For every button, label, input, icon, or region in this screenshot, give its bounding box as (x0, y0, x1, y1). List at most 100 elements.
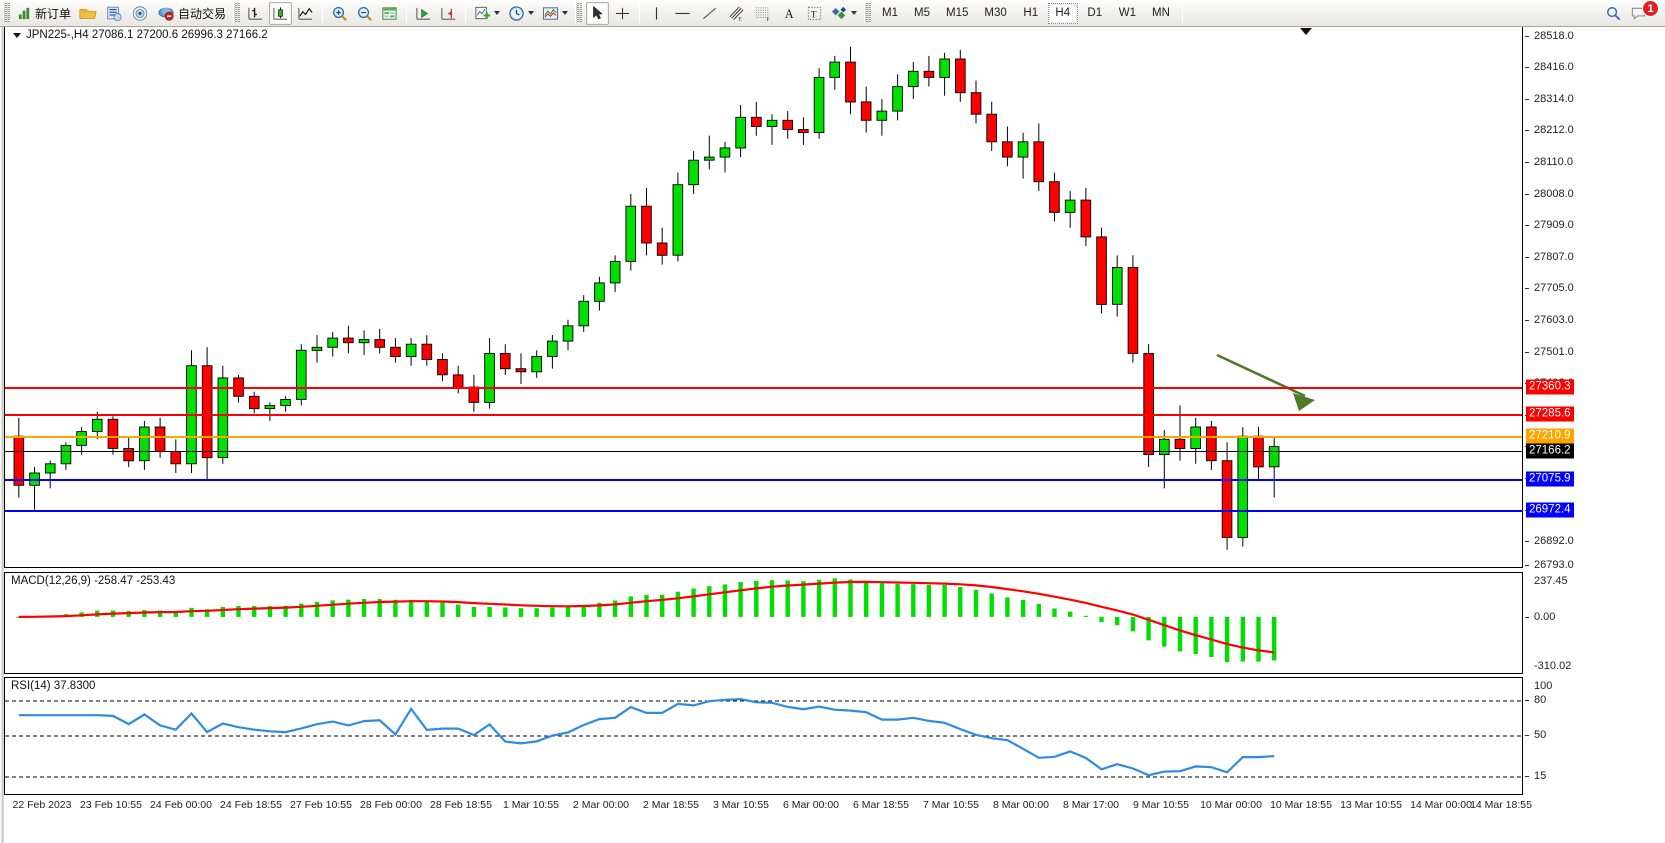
cursor-button[interactable] (586, 1, 610, 25)
price-tag-resistance-2[interactable]: 27285.6 (1526, 406, 1574, 422)
vertical-line-icon (655, 6, 658, 20)
horizontal-line-icon (675, 12, 690, 14)
price-line-27075[interactable] (5, 479, 1522, 481)
periods-dropdown-caret[interactable] (528, 11, 535, 15)
toolbar-grip-4[interactable] (864, 3, 872, 23)
price-panel[interactable]: JPN225-,H4 27086.1 27200.6 26996.3 27166… (4, 27, 1523, 568)
price-line-27166[interactable] (5, 451, 1522, 452)
timeframe-m30[interactable]: M30 (984, 7, 1007, 19)
data-window-button[interactable] (378, 2, 401, 25)
news-icon (132, 5, 148, 21)
vertical-line-button[interactable] (645, 2, 668, 25)
indicators-icon (475, 6, 491, 19)
time-label-16: 9 Mar 10:55 (1132, 799, 1190, 811)
news-button[interactable] (128, 2, 152, 25)
templates-dropdown-caret[interactable] (562, 11, 569, 15)
auto-scroll-button[interactable] (412, 2, 435, 25)
macd-tick-1: 0.00 (1534, 611, 1556, 623)
line-chart-button[interactable] (294, 2, 317, 25)
price-tag-support-1[interactable]: 27075.9 (1526, 471, 1574, 487)
svg-text:A: A (785, 7, 794, 21)
time-label-1: 23 Feb 10:55 (80, 799, 142, 811)
chart-scroll-marker[interactable] (1300, 28, 1312, 35)
zoom-out-icon (358, 6, 372, 21)
rsi-panel[interactable]: RSI(14) 37.8300 (4, 677, 1523, 795)
rsi-tick-1: 80 (1534, 694, 1547, 706)
macd-scale: 237.45 0.00 -310.02 (1524, 572, 1665, 674)
fibonacci-button[interactable]: F (751, 2, 776, 25)
crosshair-button[interactable] (611, 2, 634, 25)
new-order-button[interactable]: 新订单 (14, 2, 74, 25)
time-axis[interactable]: 22 Feb 2023 23 Feb 10:55 24 Feb 00:00 24… (4, 799, 1532, 819)
text-button[interactable]: A (778, 2, 801, 25)
macd-plot (16, 578, 1277, 663)
chevron-down-icon[interactable] (13, 32, 21, 38)
search-button[interactable] (1602, 2, 1625, 25)
price-tag-support-2[interactable]: 26972.4 (1526, 502, 1574, 518)
toolbar-grip-3[interactable] (575, 3, 583, 23)
price-tick-1: 28416.0 (1534, 61, 1574, 73)
chart-workspace[interactable]: JPN225-,H4 27086.1 27200.6 26996.3 27166… (0, 27, 1665, 843)
timeframe-d1[interactable]: D1 (1087, 7, 1103, 19)
price-line-26972[interactable] (5, 510, 1522, 512)
candlestick-chart-icon (273, 6, 288, 20)
timeframe-h4[interactable]: H4 (1047, 2, 1078, 24)
svg-text:F: F (766, 17, 769, 22)
text-icon: A (785, 7, 794, 21)
horizontal-line-button[interactable] (670, 2, 695, 25)
time-label-15: 8 Mar 17:00 (1062, 799, 1120, 811)
time-label-5: 28 Feb 00:00 (360, 799, 422, 811)
shapes-button[interactable] (828, 2, 860, 25)
zoom-out-button[interactable] (353, 2, 376, 25)
folder-button[interactable] (76, 2, 100, 25)
macd-panel[interactable]: MACD(12,26,9) -258.47 -253.43 (4, 572, 1523, 674)
zoom-in-button[interactable] (328, 2, 351, 25)
time-label-19: 13 Mar 10:55 (1340, 799, 1402, 811)
timeframe-m5[interactable]: M5 (914, 7, 931, 19)
time-label-11: 6 Mar 00:00 (782, 799, 840, 811)
price-scale[interactable]: 28518.0 28416.0 28314.0 28212.0 28110.0 … (1524, 27, 1665, 571)
macd-header: MACD(12,26,9) -258.47 -253.43 (11, 575, 176, 587)
price-tag-last-price[interactable]: 27166.2 (1526, 443, 1574, 459)
price-candles (13, 46, 1315, 550)
timeframe-w1[interactable]: W1 (1118, 7, 1137, 19)
timeframe-mn[interactable]: MN (1152, 7, 1170, 19)
timeframe-m15[interactable]: M15 (946, 7, 969, 19)
text-label-button[interactable]: T (803, 2, 826, 25)
indicators-dropdown-caret[interactable] (494, 11, 501, 15)
rsi-tick-3: 15 (1534, 770, 1547, 782)
periods-icon (509, 5, 524, 21)
svg-text:T: T (811, 10, 817, 20)
price-tag-pivot[interactable]: 27210.9 (1526, 428, 1574, 444)
main-toolbar: 新订单 自动交易 (0, 0, 1665, 27)
timeframe-m1[interactable]: M1 (882, 7, 899, 19)
periods-button[interactable] (505, 2, 537, 25)
price-tick-2: 28314.0 (1534, 93, 1574, 105)
toolbar-separator-2 (406, 3, 408, 23)
time-label-2: 24 Feb 00:00 (150, 799, 212, 811)
templates-button[interactable] (539, 2, 571, 25)
notification-badge[interactable]: 1 (1642, 0, 1659, 17)
accounts-button[interactable] (102, 2, 126, 25)
equidistant-channel-button[interactable]: E (724, 2, 749, 25)
bar-chart-button[interactable] (244, 2, 267, 25)
trendline-button[interactable] (697, 2, 722, 25)
price-line-27285[interactable] (5, 414, 1522, 416)
auto-trading-icon (158, 7, 174, 21)
indicators-button[interactable] (471, 2, 503, 25)
chart-left-rail (0, 27, 4, 843)
auto-trading-button[interactable]: 自动交易 (154, 2, 229, 25)
time-label-10: 3 Mar 10:55 (712, 799, 770, 811)
price-line-27360[interactable] (5, 387, 1522, 389)
shapes-dropdown-caret[interactable] (851, 11, 858, 15)
candlestick-chart-button[interactable] (269, 1, 293, 25)
price-line-27210[interactable] (5, 436, 1522, 438)
timeframe-h1[interactable]: H1 (1023, 7, 1039, 19)
fibonacci-icon: F (755, 7, 770, 22)
auto-scroll-icon (416, 7, 431, 20)
price-tag-resistance-1[interactable]: 27360.3 (1526, 379, 1574, 395)
chart-shift-button[interactable] (437, 2, 460, 25)
toolbar-grip-2[interactable] (233, 3, 241, 23)
time-label-4: 27 Feb 10:55 (290, 799, 352, 811)
toolbar-grip[interactable] (3, 3, 10, 23)
